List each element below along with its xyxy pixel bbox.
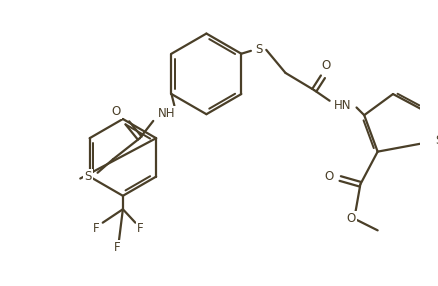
Text: O: O bbox=[321, 59, 330, 72]
Text: S: S bbox=[84, 170, 92, 183]
Text: S: S bbox=[435, 134, 438, 147]
Text: O: O bbox=[111, 105, 120, 118]
Text: NH: NH bbox=[158, 107, 176, 120]
Text: F: F bbox=[93, 222, 99, 235]
Text: O: O bbox=[346, 212, 355, 225]
Text: O: O bbox=[324, 170, 333, 183]
Text: S: S bbox=[255, 43, 262, 56]
Text: F: F bbox=[137, 222, 144, 235]
Text: HN: HN bbox=[334, 99, 352, 112]
Text: F: F bbox=[114, 241, 120, 254]
